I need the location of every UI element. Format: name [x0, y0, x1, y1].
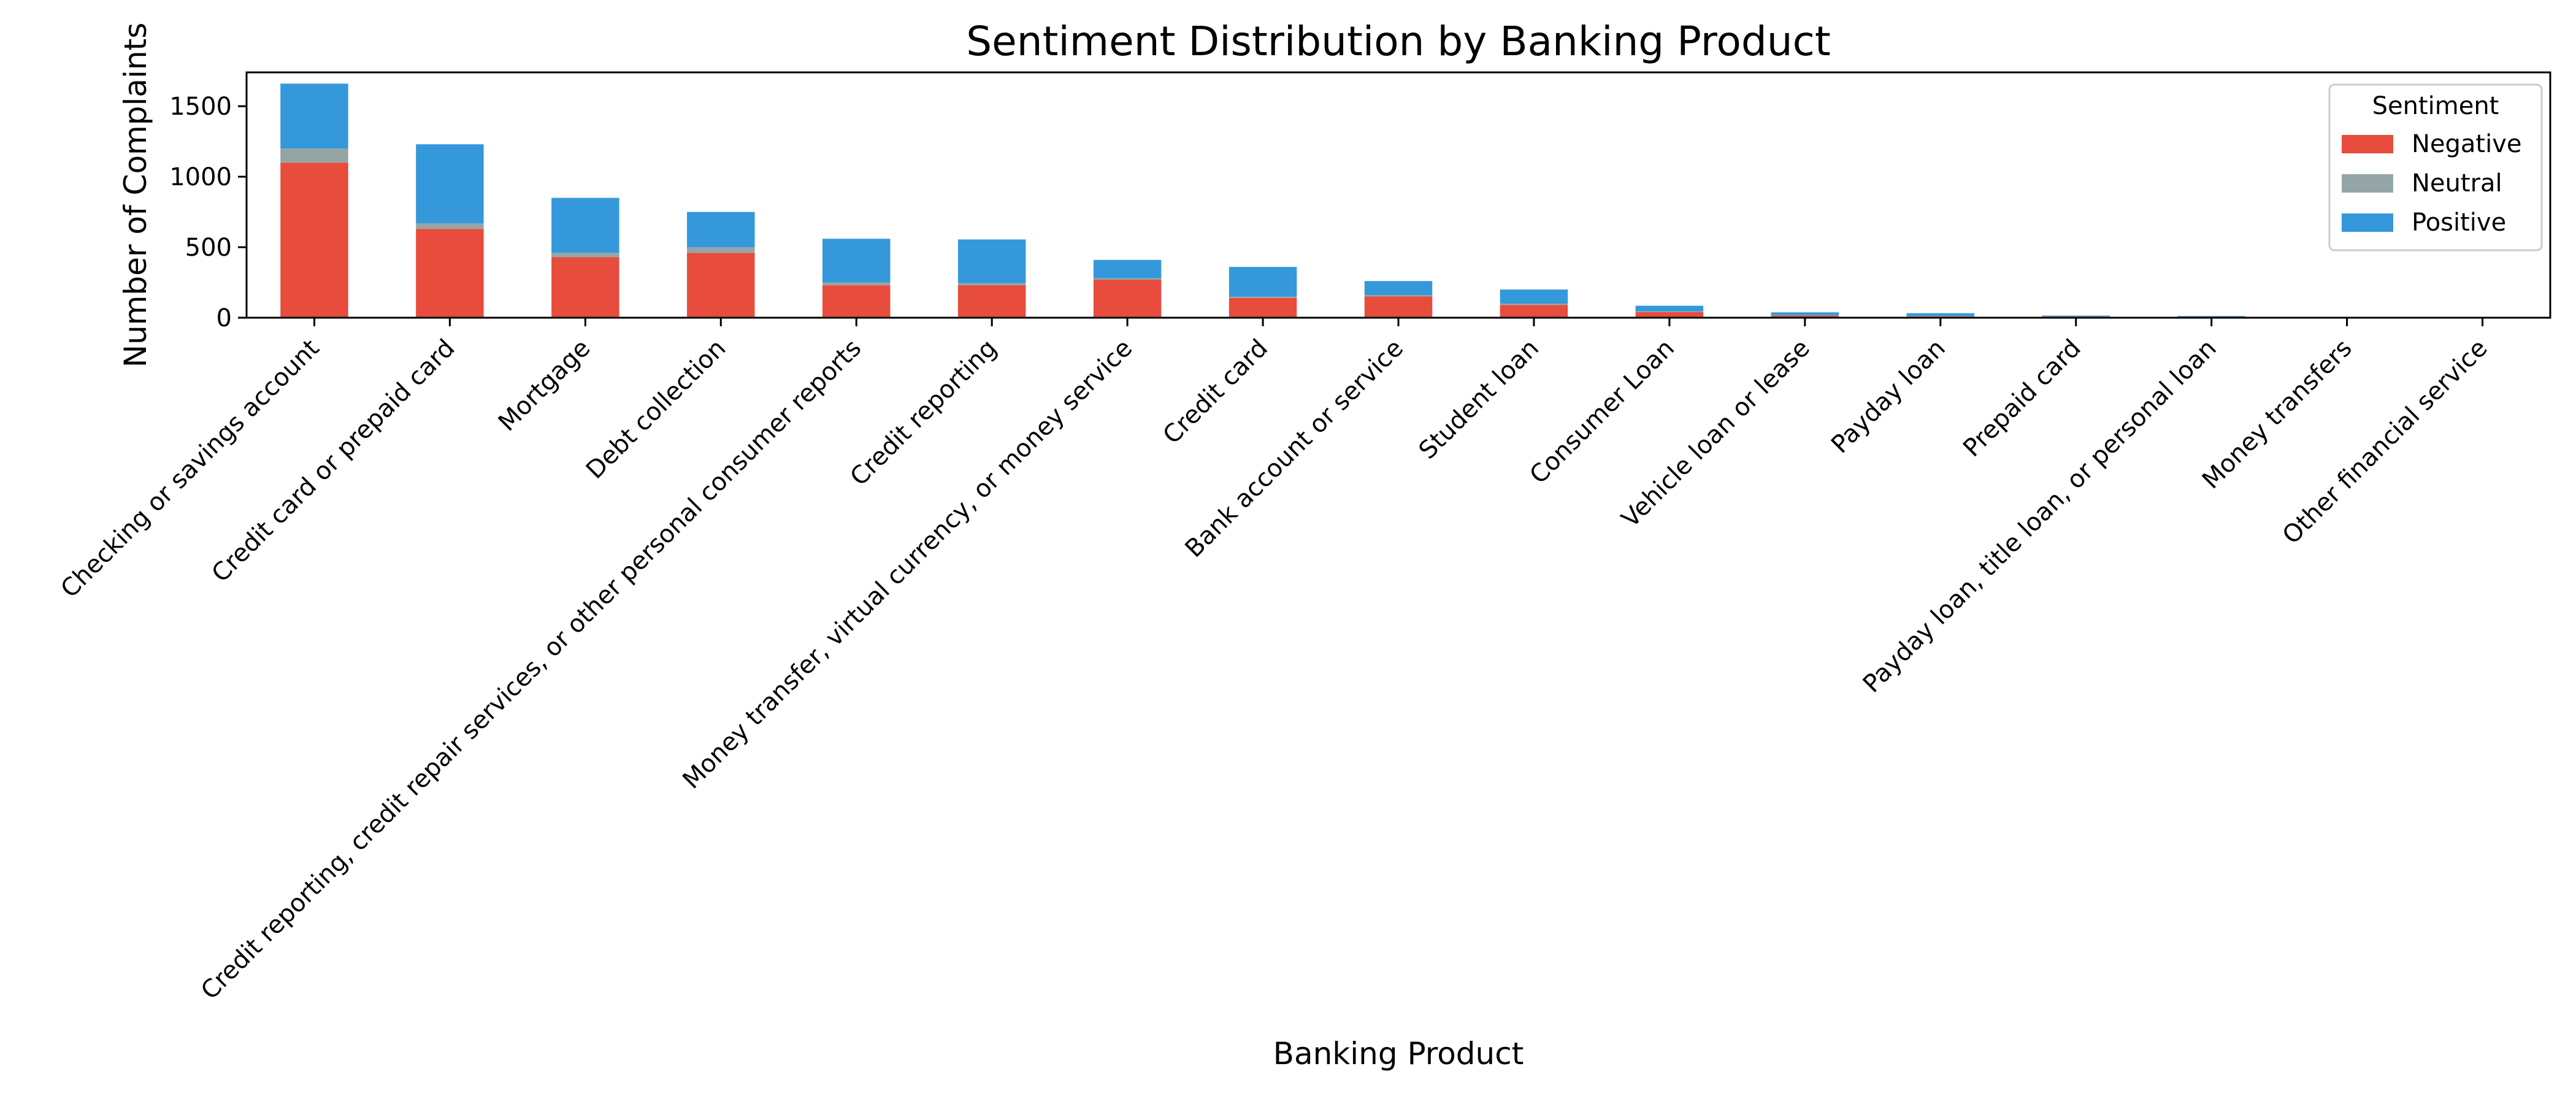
y-tick-label: 1000	[169, 163, 232, 191]
bar-positive-2	[551, 197, 619, 253]
x-tick-label: Payday loan	[1826, 334, 1951, 459]
bar-neutral-9	[1500, 304, 1568, 305]
bar-negative-1	[416, 229, 484, 318]
legend-swatch-neutral	[2342, 174, 2393, 193]
bar-negative-11	[1771, 315, 1839, 318]
bar-neutral-0	[280, 148, 348, 163]
bar-neutral-3	[687, 247, 755, 253]
bar-positive-7	[1229, 267, 1297, 297]
bar-positive-6	[1093, 259, 1162, 278]
bar-positive-9	[1500, 289, 1568, 304]
plot-frame	[245, 71, 2551, 319]
bar-negative-9	[1500, 305, 1568, 318]
legend-label-positive: Positive	[2412, 209, 2506, 237]
bar-positive-4	[822, 239, 891, 283]
x-tick-label: Prepaid card	[1958, 334, 2087, 463]
x-tick-label: Bank account or service	[1180, 334, 1409, 563]
legend-swatch-positive	[2342, 213, 2393, 232]
x-tick-label: Credit reporting	[845, 334, 1003, 492]
bar-neutral-6	[1093, 278, 1162, 280]
y-axis-title: Number of Complaints	[118, 23, 153, 368]
x-tick-label: Mortgage	[493, 334, 596, 437]
legend-title: Sentiment	[2372, 92, 2499, 120]
x-tick-label: Checking or savings account	[55, 334, 324, 604]
bar-negative-10	[1635, 312, 1704, 318]
y-tick-label: 0	[217, 304, 232, 332]
bar-negative-4	[822, 285, 891, 318]
bar-positive-12	[1906, 313, 1974, 316]
chart-title: Sentiment Distribution by Banking Produc…	[966, 18, 1831, 65]
legend-label-neutral: Neutral	[2412, 169, 2502, 197]
x-tick-label: Consumer Loan	[1524, 334, 1680, 490]
bar-positive-0	[280, 83, 348, 149]
bar-positive-11	[1771, 312, 1839, 315]
x-axis-title: Banking Product	[1273, 1036, 1524, 1071]
bar-negative-5	[957, 285, 1026, 318]
legend-label-negative: Negative	[2412, 130, 2522, 158]
bars-group	[280, 83, 2381, 318]
bar-negative-6	[1093, 279, 1162, 318]
y-tick-label: 1500	[169, 93, 232, 121]
bar-neutral-1	[416, 223, 484, 229]
x-tick-label: Credit reporting, credit repair services…	[196, 334, 867, 1005]
bar-negative-3	[687, 253, 755, 318]
x-tick-label: Credit card	[1158, 334, 1274, 450]
bar-positive-8	[1364, 281, 1433, 296]
y-axis: 0 500 1000 1500	[169, 93, 247, 332]
bar-positive-1	[416, 144, 484, 223]
bar-neutral-11	[1771, 315, 1839, 316]
x-tick-label: Credit card or prepaid card	[207, 334, 461, 588]
legend-box	[2328, 83, 2543, 251]
x-tick-label: Money transfers	[2197, 334, 2358, 495]
bar-negative-8	[1364, 296, 1433, 318]
x-tick-label: Money transfer, virtual currency, or mon…	[677, 334, 1138, 795]
bar-neutral-4	[822, 282, 891, 286]
bar-neutral-8	[1364, 295, 1433, 297]
legend-swatch-negative	[2342, 135, 2393, 153]
bar-positive-3	[687, 212, 755, 248]
x-tick-label: Debt collection	[581, 334, 731, 485]
bar-positive-5	[957, 239, 1026, 283]
bar-neutral-2	[551, 253, 619, 258]
bar-neutral-5	[957, 283, 1026, 286]
x-tick-label: Student loan	[1414, 334, 1544, 465]
bar-neutral-7	[1229, 296, 1297, 298]
bar-negative-2	[551, 257, 619, 318]
bar-negative-7	[1229, 297, 1297, 318]
bar-positive-10	[1635, 305, 1704, 312]
y-tick-label: 500	[185, 234, 232, 262]
bar-negative-0	[280, 163, 348, 318]
legend: Sentiment Negative Neutral Positive	[2328, 83, 2543, 251]
